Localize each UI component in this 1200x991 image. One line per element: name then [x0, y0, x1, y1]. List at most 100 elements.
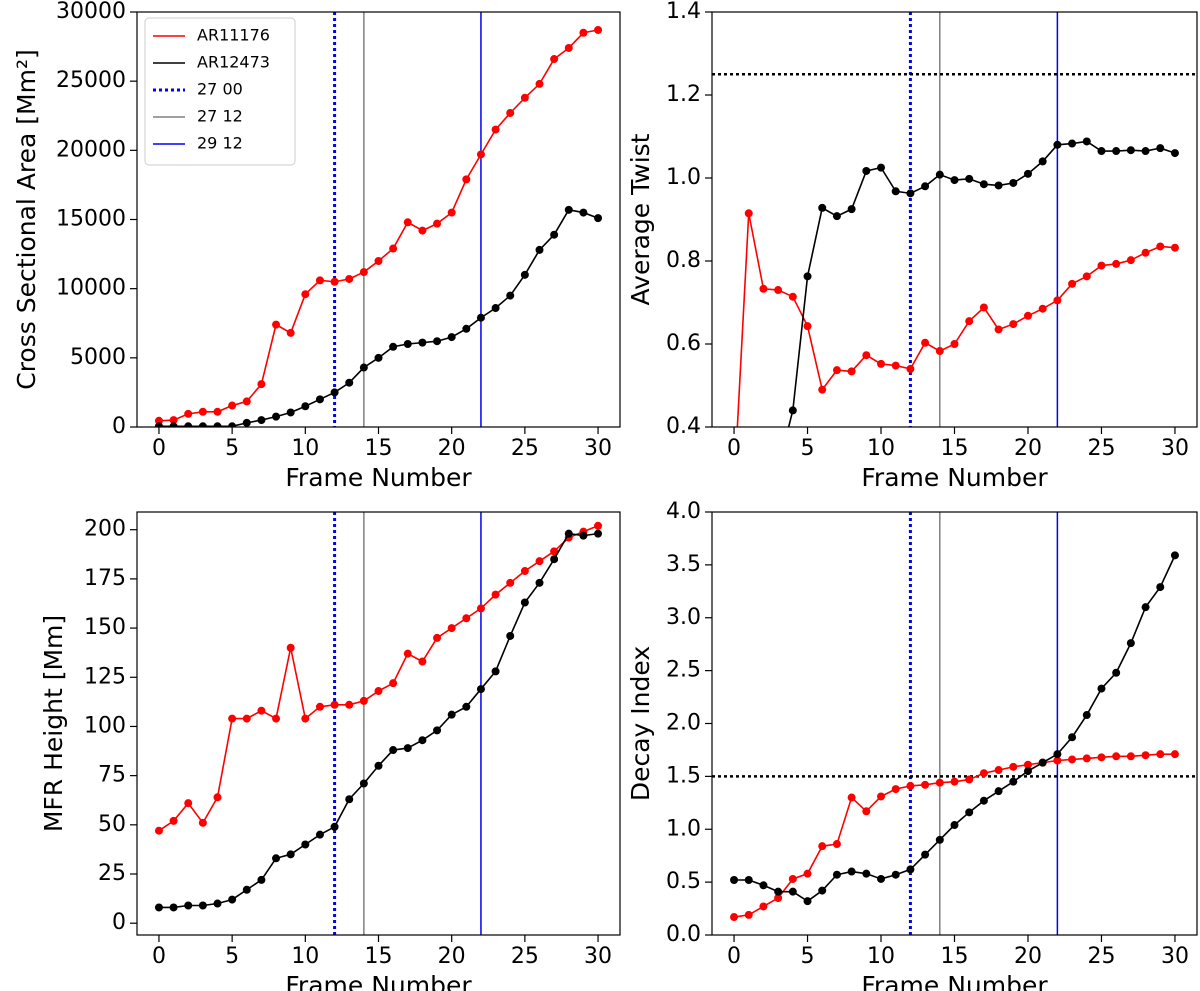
- data-point: [389, 679, 398, 688]
- data-point: [374, 761, 383, 770]
- data-point: [803, 272, 812, 281]
- data-point: [1009, 178, 1018, 187]
- data-point: [594, 529, 603, 538]
- data-point: [301, 840, 310, 849]
- data-point: [979, 769, 988, 778]
- data-point: [1009, 762, 1018, 771]
- data-point: [1023, 311, 1032, 320]
- data-point: [257, 416, 266, 425]
- data-point: [330, 388, 339, 397]
- y-tick-label: 125: [84, 664, 126, 689]
- y-tick-label: 5000: [70, 345, 126, 370]
- data-point: [213, 422, 222, 427]
- y-tick-label: 0.6: [666, 331, 701, 356]
- data-point: [1141, 248, 1150, 257]
- data-point: [550, 55, 559, 64]
- data-point: [462, 175, 471, 184]
- data-point: [433, 726, 442, 735]
- data-point: [818, 385, 827, 394]
- data-point: [730, 485, 738, 493]
- data-point: [550, 555, 559, 564]
- data-point: [213, 899, 222, 908]
- x-tick-label: 30: [1161, 944, 1189, 969]
- data-point: [198, 407, 207, 416]
- data-point: [921, 338, 930, 347]
- data-point: [906, 865, 915, 874]
- data-point: [330, 277, 339, 286]
- data-point: [847, 367, 856, 376]
- x-tick-label: 0: [727, 944, 741, 969]
- data-point: [950, 176, 959, 185]
- data-point: [447, 710, 456, 719]
- data-point: [1068, 755, 1077, 764]
- data-point: [520, 567, 529, 576]
- data-point: [744, 910, 753, 919]
- data-point: [345, 274, 354, 283]
- y-tick-label: 200: [84, 517, 126, 542]
- data-point: [1053, 756, 1062, 765]
- data-point: [550, 547, 559, 556]
- data-point: [447, 624, 456, 633]
- data-point: [921, 850, 930, 859]
- x-tick-label: 25: [511, 436, 539, 461]
- data-point: [433, 337, 442, 346]
- x-tick-label: 10: [867, 944, 895, 969]
- y-tick-label: 20000: [56, 137, 126, 162]
- data-point: [301, 402, 310, 411]
- data-point: [1156, 242, 1165, 251]
- data-point: [1126, 256, 1135, 265]
- data-point: [228, 401, 237, 410]
- data-point: [579, 208, 588, 217]
- data-point: [950, 821, 959, 830]
- data-point: [832, 870, 841, 879]
- data-point: [1156, 750, 1165, 759]
- y-tick-label: 3.0: [666, 605, 701, 630]
- data-point: [345, 378, 354, 387]
- axes-frame: [711, 511, 1198, 936]
- data-point: [242, 397, 251, 406]
- data-point: [832, 366, 841, 375]
- data-point: [1068, 733, 1077, 742]
- x-tick-label: 20: [438, 436, 466, 461]
- y-tick-label: 10000: [56, 276, 126, 301]
- data-point: [1053, 296, 1062, 305]
- data-point: [389, 342, 398, 351]
- x-tick-label: 30: [584, 436, 612, 461]
- data-point: [1038, 304, 1047, 313]
- data-point: [315, 702, 324, 711]
- data-point: [1126, 752, 1135, 761]
- x-tick-label: 15: [365, 944, 393, 969]
- data-point: [906, 189, 915, 198]
- data-point: [730, 913, 739, 922]
- y-axis-label: Cross Sectional Area [Mm²]: [12, 49, 41, 390]
- data-point: [774, 465, 782, 473]
- data-point: [832, 840, 841, 849]
- data-point: [1126, 146, 1135, 155]
- data-point: [774, 893, 783, 902]
- data-point: [433, 219, 442, 228]
- data-point: [965, 808, 974, 817]
- data-point: [921, 780, 930, 789]
- y-tick-label: 25000: [56, 68, 126, 93]
- data-point: [1112, 259, 1121, 268]
- data-point: [1141, 751, 1150, 760]
- y-tick-label: 4.0: [666, 499, 701, 524]
- data-point: [1097, 147, 1106, 156]
- data-point: [345, 700, 354, 709]
- data-point: [877, 792, 886, 801]
- data-point: [1097, 753, 1106, 762]
- data-point: [389, 746, 398, 755]
- data-point: [228, 714, 237, 723]
- data-point: [1141, 147, 1150, 156]
- axes-frame: [711, 11, 1198, 428]
- x-tick-label: 0: [727, 436, 741, 461]
- y-tick-label: 0.4: [666, 414, 701, 439]
- data-point: [374, 257, 383, 265]
- legend-label: 29 12: [197, 134, 243, 153]
- data-point: [330, 700, 339, 709]
- data-point: [564, 205, 573, 214]
- data-point: [418, 657, 427, 666]
- y-tick-label: 1.5: [666, 763, 701, 788]
- data-point: [891, 361, 900, 370]
- series-line: [158, 532, 599, 909]
